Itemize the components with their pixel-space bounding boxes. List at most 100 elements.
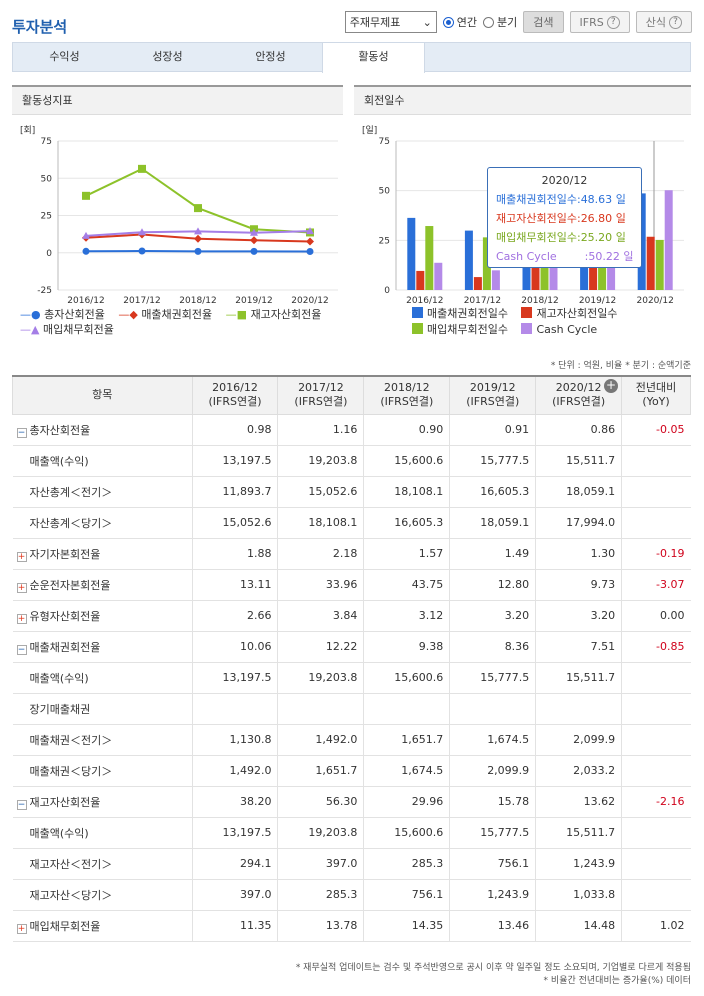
legend-item[interactable]: —▲ 매입채무회전율 <box>20 323 114 336</box>
statement-select[interactable]: 주재무제표 ⌄ <box>344 11 437 33</box>
circle-marker-icon: —● <box>20 308 41 321</box>
table-cell: 294.1 <box>191 848 278 880</box>
table-row: 자산총계＜전기＞ 11,893.7 15,052.6 18,108.1 16,605.3… <box>12 476 691 508</box>
legend-swatch-icon <box>412 307 423 318</box>
column-header: 2017/12 (IFRS연결) <box>277 375 365 415</box>
row-label[interactable]: + 매입채무회전율 <box>12 910 193 942</box>
table-cell: 43.75 <box>363 569 450 601</box>
legend-item[interactable]: —● 총자산회전율 <box>20 308 105 321</box>
tab-growth[interactable]: 성장성 <box>152 50 183 63</box>
yoy-cell: -0.85 <box>621 631 691 663</box>
table-cell: 15,600.6 <box>363 817 450 849</box>
column-header: 전년대비 (YoY) <box>621 375 691 415</box>
table-cell: 15,511.7 <box>535 817 622 849</box>
radio-quarter[interactable]: 분기 <box>483 14 517 30</box>
table-row: 장기매출채권 <box>12 693 691 725</box>
row-label[interactable]: − 총자산회전율 <box>12 414 193 446</box>
table-cell: 16,605.3 <box>449 476 536 508</box>
table-row: 매출액(수익) 13,197.5 19,203.8 15,600.6 15,777.5 1… <box>12 662 691 694</box>
tab-stability[interactable]: 안정성 <box>255 50 286 63</box>
row-label: 매출액(수익) <box>12 662 193 694</box>
x-tick-label: 2019/12 <box>235 296 272 306</box>
table-cell: 18,108.1 <box>363 476 450 508</box>
row-label[interactable]: + 유형자산회전율 <box>12 600 193 632</box>
column-header: 항목 <box>12 375 193 415</box>
table-cell: 0.86 <box>535 414 622 446</box>
row-label: 매출액(수익) <box>12 817 193 849</box>
y-axis-unit: [회] <box>20 125 35 136</box>
line-chart-legend: —● 총자산회전율 —◆ 매출채권회전율 —■ 재고자산회전율 —▲ 매입채무회… <box>20 307 345 337</box>
y-tick-label: 50 <box>379 187 391 197</box>
expand-icon[interactable]: + <box>16 582 27 593</box>
collapse-icon[interactable]: − <box>16 799 27 810</box>
row-label[interactable]: + 자기자본회전율 <box>12 538 193 570</box>
row-label: 매출채권＜당기＞ <box>12 755 193 787</box>
row-label[interactable]: − 매출채권회전율 <box>12 631 193 663</box>
bar <box>482 237 491 290</box>
add-column-icon[interactable]: + <box>604 378 618 393</box>
data-point <box>82 231 90 239</box>
legend-item[interactable]: —■ 재고자산회전율 <box>225 308 322 321</box>
y-tick-label: -25 <box>37 286 52 296</box>
column-header: 2016/12 (IFRS연결) <box>191 375 279 415</box>
radio-annual[interactable]: 연간 <box>442 14 477 30</box>
y-tick-label: 25 <box>379 236 390 246</box>
table-cell: 1.49 <box>449 538 536 570</box>
row-label: 자산총계＜전기＞ <box>12 476 193 508</box>
legend-item[interactable]: —◆ 매출채권회전율 <box>118 308 213 321</box>
table-cell: 756.1 <box>449 848 536 880</box>
tab-profitability[interactable]: 수익성 <box>49 50 80 63</box>
formula-button[interactable]: 산식? <box>635 11 692 33</box>
yoy-cell: -0.19 <box>621 538 691 570</box>
collapse-icon[interactable]: − <box>16 427 27 438</box>
data-point <box>306 227 314 235</box>
chart-tooltip: 2020/12 매출채권회전일수:48.63 일 재고자산회전일수:26.80 … <box>487 167 642 268</box>
expand-icon[interactable]: + <box>16 613 27 624</box>
legend-item[interactable]: 매입채무회전일수 <box>412 323 508 336</box>
table-row: − 총자산회전율 0.98 1.16 0.90 0.91 0.86 -0.05 <box>12 414 691 446</box>
table-cell: 15,052.6 <box>277 476 364 508</box>
legend-item[interactable]: Cash Cycle <box>521 323 597 336</box>
data-point <box>138 228 146 236</box>
table-cell: 397.0 <box>277 848 364 880</box>
table-cell: 2,099.9 <box>535 724 622 756</box>
x-tick-label: 2020/12 <box>291 296 328 306</box>
row-label[interactable]: − 재고자산회전율 <box>12 786 193 818</box>
data-point <box>194 247 202 255</box>
table-cell: 13.46 <box>449 910 536 942</box>
search-button[interactable]: 검색 <box>523 11 564 33</box>
tooltip-row: 재고자산회전일수:26.80 일 <box>496 212 626 225</box>
table-cell <box>449 693 536 725</box>
x-tick-label: 2017/12 <box>464 296 501 305</box>
bar <box>425 226 434 290</box>
yoy-cell <box>621 755 691 787</box>
y-tick-label: 25 <box>41 212 52 222</box>
bar <box>473 277 482 290</box>
tooltip-row: 매출채권회전일수:48.63 일 <box>496 193 626 206</box>
yoy-cell <box>621 879 691 911</box>
ifrs-button[interactable]: IFRS? <box>569 11 630 33</box>
table-cell: 2.66 <box>191 600 278 632</box>
x-tick-label: 2016/12 <box>406 296 443 305</box>
table-cell: 29.96 <box>363 786 450 818</box>
y-tick-label: 75 <box>379 137 390 147</box>
tab-activity[interactable]: 활동성 <box>322 43 425 73</box>
legend-item[interactable]: 재고자산회전일수 <box>521 307 617 320</box>
table-cell: 397.0 <box>191 879 278 911</box>
table-cell: 1,651.7 <box>363 724 450 756</box>
y-tick-label: 50 <box>41 174 53 184</box>
y-tick-label: 0 <box>46 249 52 259</box>
collapse-icon[interactable]: − <box>16 644 27 655</box>
bar <box>531 265 540 290</box>
table-row: 재고자산＜전기＞ 294.1 397.0 285.3 756.1 1,243.9 <box>12 848 691 880</box>
tooltip-row: 매입채무회전일수:25.20 일 <box>496 231 626 244</box>
table-cell: 1,492.0 <box>191 755 278 787</box>
row-label[interactable]: + 순운전자본회전율 <box>12 569 193 601</box>
data-point <box>194 234 202 243</box>
table-cell: 1,492.0 <box>277 724 364 756</box>
expand-icon[interactable]: + <box>16 551 27 562</box>
table-row: − 재고자산회전율 38.20 56.30 29.96 15.78 13.62 -2.16 <box>12 786 691 818</box>
legend-item[interactable]: 매출채권회전일수 <box>412 307 508 320</box>
table-row: + 자기자본회전율 1.88 2.18 1.57 1.49 1.30 -0.19 <box>12 538 691 570</box>
expand-icon[interactable]: + <box>16 923 27 934</box>
